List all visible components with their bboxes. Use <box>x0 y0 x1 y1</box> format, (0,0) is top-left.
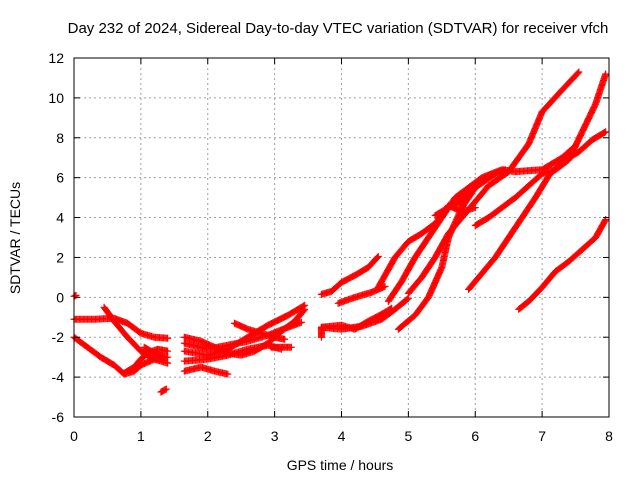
x-tick-label: 2 <box>204 428 212 444</box>
y-tick-label: -2 <box>52 329 65 345</box>
series-track-w <box>431 166 509 220</box>
series-track-j <box>180 305 309 359</box>
x-tick-label: 3 <box>271 428 279 444</box>
x-tick-label: 0 <box>70 428 78 444</box>
data-point <box>297 318 305 326</box>
x-axis-label: GPS time / hours <box>287 457 394 473</box>
y-tick-label: 8 <box>56 130 64 146</box>
data-point <box>501 166 509 174</box>
y-tick-label: 10 <box>48 90 64 106</box>
data-point <box>374 252 382 260</box>
data-point <box>381 282 389 290</box>
series-track-y <box>471 70 610 230</box>
data-point <box>575 68 583 76</box>
x-tick-label: 7 <box>538 428 546 444</box>
data-point <box>162 385 170 393</box>
series-track-p <box>317 304 396 333</box>
series-track-z <box>515 216 610 313</box>
series-track-l <box>231 319 289 343</box>
data-point <box>300 302 308 310</box>
y-tick-label: 0 <box>56 289 64 305</box>
y-tick-label: 6 <box>56 170 64 186</box>
y-tick-label: -6 <box>52 409 65 425</box>
data-point <box>574 69 582 77</box>
grid-lines <box>74 58 609 417</box>
data-point <box>373 253 381 261</box>
data-point <box>160 353 168 361</box>
x-tick-label: 6 <box>471 428 479 444</box>
data-point <box>164 359 172 367</box>
data-point <box>224 370 232 378</box>
series-track-x <box>465 128 610 293</box>
series-track-o <box>317 294 412 341</box>
data-point <box>602 128 610 136</box>
data-point <box>601 128 609 136</box>
y-tick-label: -4 <box>52 369 65 385</box>
x-tick-label: 4 <box>338 428 346 444</box>
data-point <box>287 343 295 351</box>
y-tick-label: 2 <box>56 249 64 265</box>
series-track-n <box>317 252 382 298</box>
series-track-g <box>180 363 232 378</box>
y-tick-label: 4 <box>56 210 64 226</box>
series-track-q <box>334 282 389 307</box>
data-point <box>301 301 309 309</box>
y-tick-label: 12 <box>48 50 64 66</box>
x-tick-label: 8 <box>605 428 613 444</box>
series-track-k <box>180 301 309 359</box>
data-point <box>403 295 411 303</box>
data-point <box>471 204 479 212</box>
series-track-a <box>70 314 172 342</box>
data-point <box>601 217 609 225</box>
series-track-e <box>140 343 168 361</box>
y-axis-label: SDTVAR / TECUs <box>7 182 23 294</box>
series-track-f <box>157 385 170 396</box>
series-track-m <box>267 343 295 351</box>
data-point <box>164 334 172 342</box>
series-track-isolated <box>70 291 80 300</box>
data-point <box>281 335 289 343</box>
data-point <box>602 70 610 78</box>
x-tick-label: 1 <box>137 428 145 444</box>
data-point <box>164 347 172 355</box>
x-tick-label: 5 <box>404 428 412 444</box>
data-points <box>70 68 610 396</box>
data-point <box>387 305 395 313</box>
chart-title: Day 232 of 2024, Sidereal Day-to-day VTE… <box>68 20 609 37</box>
data-point <box>388 304 396 312</box>
